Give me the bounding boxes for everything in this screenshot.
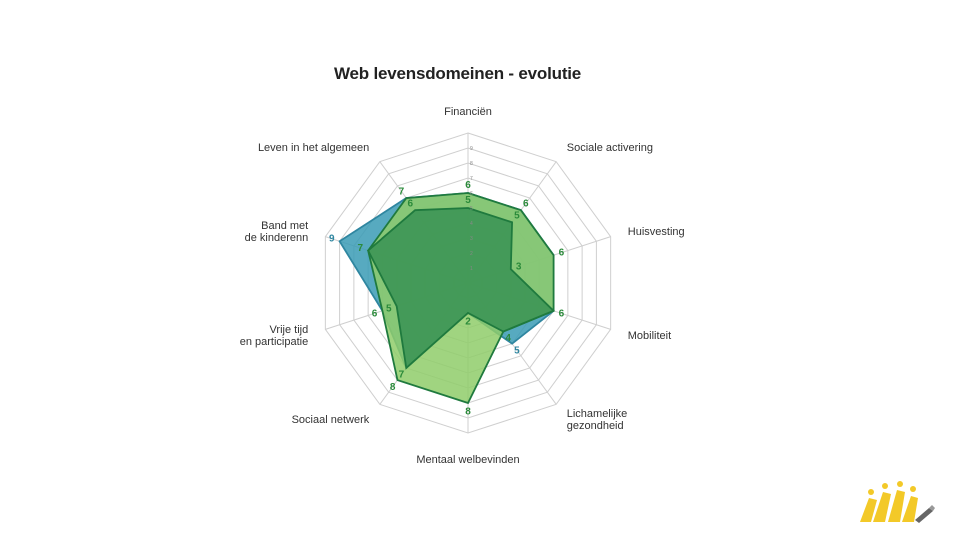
axis-label-9: Leven in het algemeen — [258, 142, 369, 154]
value-label-dark-green-0: 5 — [465, 195, 471, 206]
tick-label-9: 9 — [470, 146, 473, 152]
tick-label-3: 3 — [470, 236, 473, 242]
tick-label-5: 5 — [470, 206, 473, 212]
axis-label-4-0: Lichamelijke — [567, 408, 628, 420]
value-label-light-green-2: 6 — [559, 248, 565, 259]
tick-label-1: 1 — [470, 266, 473, 272]
axis-label-4-1: gezondheid — [567, 420, 624, 432]
value-label-blue-8: 9 — [329, 234, 335, 245]
tick-label-8: 8 — [470, 161, 473, 167]
axis-label-5: Mentaal welbevinden — [416, 454, 519, 466]
value-label-dark-green-4: 4 — [505, 333, 511, 344]
axis-label-3: Mobiliteit — [628, 330, 671, 342]
value-label-light-green-1: 6 — [523, 199, 529, 210]
value-label-dark-green-1: 5 — [514, 211, 520, 222]
value-label-light-green-9: 7 — [399, 186, 405, 197]
axis-label-1: Sociale activering — [567, 142, 653, 154]
value-label-dark-green-5: 2 — [465, 316, 471, 327]
value-label-light-green-3: 6 — [559, 308, 565, 319]
series-dark-green-area — [367, 207, 556, 370]
logo-shape — [860, 481, 918, 522]
value-label-blue-4: 5 — [514, 345, 520, 356]
tick-label-6: 6 — [470, 191, 473, 197]
tick-label-7: 7 — [470, 176, 473, 182]
figures-logo — [860, 481, 935, 523]
value-label-light-green-5: 8 — [465, 406, 471, 417]
value-label-light-green-0: 6 — [465, 180, 471, 191]
pencil-icon — [915, 505, 935, 523]
chart-title: Web levensdomeinen - evolutie — [334, 64, 582, 83]
value-label-dark-green-7: 5 — [386, 304, 392, 315]
value-label-light-green-6: 8 — [390, 382, 396, 393]
axis-label-2: Huisvesting — [628, 226, 685, 238]
axis-label-6: Sociaal netwerk — [292, 414, 370, 426]
value-label-dark-green-8: 7 — [358, 243, 364, 254]
value-label-dark-green-9: 6 — [407, 199, 413, 210]
axis-label-8-0: Band met — [261, 220, 308, 232]
axis-label-7-1: en participatie — [240, 336, 309, 348]
value-label-light-green-7: 6 — [372, 308, 378, 319]
axis-label-8-1: de kinderenn — [245, 232, 309, 244]
axis-label-7-0: Vrije tijd — [270, 324, 309, 336]
value-label-dark-green-6: 7 — [399, 370, 405, 381]
value-label-dark-green-2: 3 — [516, 262, 522, 273]
axis-label-0: Financiën — [444, 106, 492, 118]
tick-label-4: 4 — [470, 221, 473, 227]
tick-label-2: 2 — [470, 251, 473, 257]
